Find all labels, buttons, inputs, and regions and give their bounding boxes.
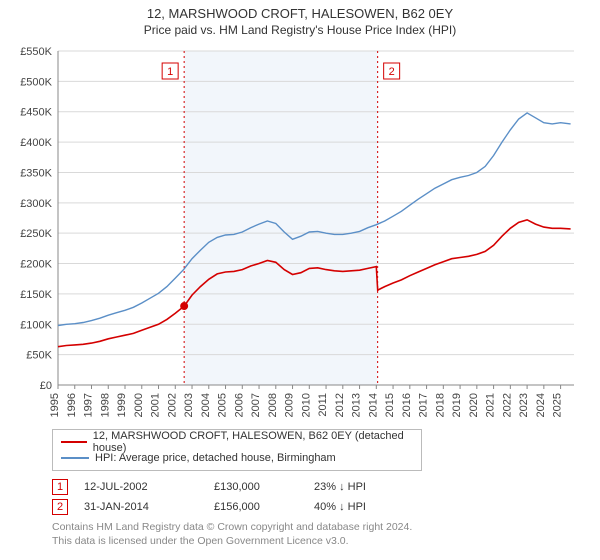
svg-text:2004: 2004 (200, 393, 212, 417)
svg-text:2009: 2009 (284, 393, 296, 417)
svg-text:1996: 1996 (66, 393, 78, 417)
svg-text:1995: 1995 (49, 393, 61, 417)
svg-text:£250K: £250K (20, 228, 52, 240)
marker-row: 2 31-JAN-2014£156,00040% ↓ HPI (52, 497, 590, 517)
svg-text:1: 1 (167, 66, 173, 78)
marker-price: £130,000 (214, 481, 314, 493)
legend-label: 12, MARSHWOOD CROFT, HALESOWEN, B62 0EY … (93, 430, 413, 454)
svg-text:£550K: £550K (20, 46, 52, 58)
svg-text:2013: 2013 (351, 393, 363, 417)
svg-text:2001: 2001 (150, 393, 162, 417)
legend-label: HPI: Average price, detached house, Birm… (95, 452, 336, 464)
svg-text:1998: 1998 (99, 393, 111, 417)
svg-text:2019: 2019 (451, 393, 463, 417)
svg-text:£400K: £400K (20, 137, 52, 149)
svg-text:£0: £0 (40, 380, 52, 392)
svg-text:2003: 2003 (183, 393, 195, 417)
svg-text:2016: 2016 (401, 393, 413, 417)
svg-text:2008: 2008 (267, 393, 279, 417)
svg-text:2007: 2007 (250, 393, 262, 417)
marker-row: 1 12-JUL-2002£130,00023% ↓ HPI (52, 477, 590, 497)
svg-text:£500K: £500K (20, 76, 52, 88)
marker-table: 1 12-JUL-2002£130,00023% ↓ HPI 2 31-JAN-201… (52, 477, 590, 517)
marker-pct: 23% ↓ HPI (314, 481, 434, 493)
marker-date: 31-JAN-2014 (84, 501, 214, 513)
svg-text:£50K: £50K (26, 350, 52, 362)
legend-item: 12, MARSHWOOD CROFT, HALESOWEN, B62 0EY … (61, 434, 413, 450)
svg-text:1999: 1999 (116, 393, 128, 417)
marker-pct: 40% ↓ HPI (314, 501, 434, 513)
chart-legend: 12, MARSHWOOD CROFT, HALESOWEN, B62 0EY … (52, 429, 422, 471)
svg-text:2011: 2011 (317, 393, 329, 417)
svg-text:2024: 2024 (535, 393, 547, 417)
chart-title: 12, MARSHWOOD CROFT, HALESOWEN, B62 0EY (10, 6, 590, 21)
svg-text:2015: 2015 (384, 393, 396, 417)
svg-text:2018: 2018 (434, 393, 446, 417)
svg-text:1997: 1997 (83, 393, 95, 417)
marker-number-box: 2 (52, 499, 68, 515)
svg-text:2002: 2002 (166, 393, 178, 417)
svg-text:2006: 2006 (233, 393, 245, 417)
svg-text:2023: 2023 (518, 393, 530, 417)
svg-text:2017: 2017 (418, 393, 430, 417)
svg-text:2021: 2021 (485, 393, 497, 417)
svg-text:£200K: £200K (20, 259, 52, 271)
svg-text:2012: 2012 (334, 393, 346, 417)
footer-line-1: Contains HM Land Registry data © Crown c… (52, 521, 590, 535)
svg-text:2022: 2022 (501, 393, 513, 417)
svg-text:2005: 2005 (217, 393, 229, 417)
chart-subtitle: Price paid vs. HM Land Registry's House … (10, 23, 590, 37)
svg-text:2014: 2014 (367, 393, 379, 417)
chart-titles: 12, MARSHWOOD CROFT, HALESOWEN, B62 0EY … (10, 6, 590, 37)
legend-swatch (61, 441, 87, 443)
svg-text:2020: 2020 (468, 393, 480, 417)
footer-line-2: This data is licensed under the Open Gov… (52, 535, 590, 549)
svg-text:£350K: £350K (20, 167, 52, 179)
marker-date: 12-JUL-2002 (84, 481, 214, 493)
svg-text:2000: 2000 (133, 393, 145, 417)
svg-text:2025: 2025 (552, 393, 564, 417)
svg-text:£300K: £300K (20, 198, 52, 210)
svg-text:£100K: £100K (20, 319, 52, 331)
chart-area: £0 £50K £100K £150K £200K £250K £300K £350K £400… (14, 43, 586, 423)
svg-text:2010: 2010 (300, 393, 312, 417)
line-chart: £0 £50K £100K £150K £200K £250K £300K £350K £400… (14, 43, 586, 423)
svg-text:£450K: £450K (20, 107, 52, 119)
svg-text:£150K: £150K (20, 289, 52, 301)
marker-price: £156,000 (214, 501, 314, 513)
legend-swatch (61, 457, 89, 459)
svg-text:2: 2 (389, 66, 395, 78)
marker-number-box: 1 (52, 479, 68, 495)
footer-notes: Contains HM Land Registry data © Crown c… (52, 521, 590, 548)
